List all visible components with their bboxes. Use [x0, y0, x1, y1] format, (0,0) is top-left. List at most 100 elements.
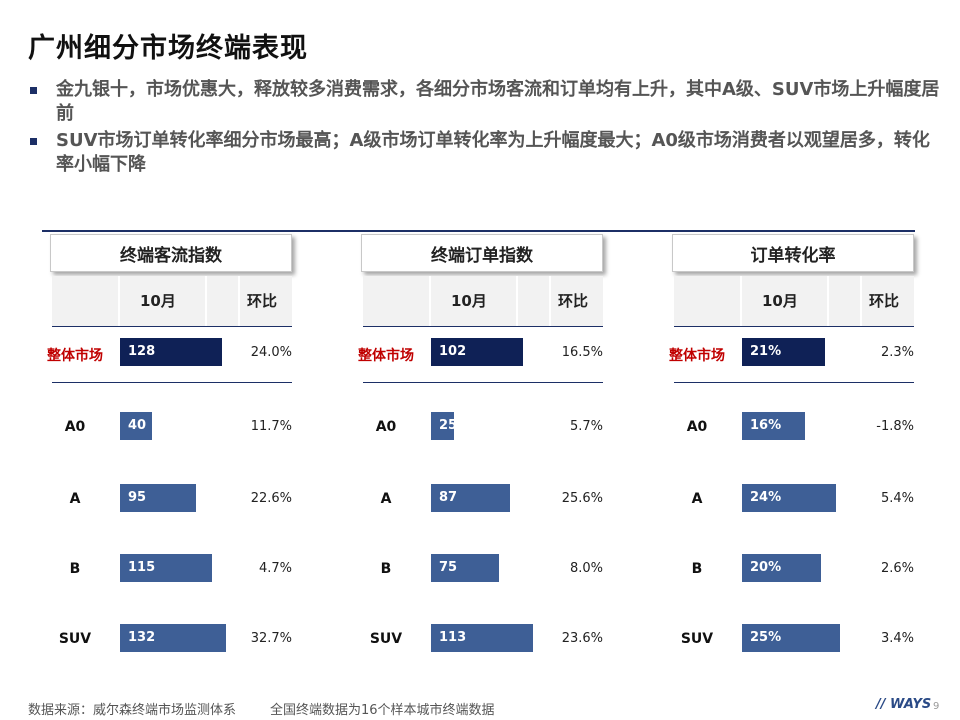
category-label: B	[380, 561, 392, 577]
table-header-band	[674, 276, 914, 326]
category-label: A0	[686, 419, 708, 435]
table-header-band	[363, 276, 603, 326]
mom-change: 32.7%	[250, 631, 292, 646]
data-label: 128	[128, 344, 156, 359]
table-header-band	[52, 276, 292, 326]
category-label: B	[691, 561, 703, 577]
data-label: 132	[128, 630, 156, 645]
sample-note: 全国终端数据为16个样本城市终端数据	[270, 703, 495, 718]
bar: 25%	[742, 624, 841, 652]
mom-change: 2.6%	[880, 561, 914, 576]
mom-change: 23.6%	[561, 631, 603, 646]
panel-title: 终端客流指数	[50, 234, 292, 272]
row-rule	[52, 382, 292, 383]
logo-text: WAYS	[890, 697, 932, 712]
header-gap	[860, 276, 862, 326]
header-mom: 环比	[247, 292, 278, 310]
bar: 16%	[742, 412, 805, 440]
bar: 102	[431, 338, 524, 366]
mom-change: 3.4%	[880, 631, 914, 646]
category-label: A	[69, 491, 81, 507]
header-gap	[205, 276, 207, 326]
data-label: 102	[439, 344, 467, 359]
category-label: 整体市场	[47, 348, 103, 364]
data-label: 24%	[750, 490, 782, 505]
category-label: B	[69, 561, 81, 577]
header-gap	[740, 276, 742, 326]
chart-panel-1: 终端客流指数 10月 环比整体市场 128 24.0% A0 40 11.7% A 95 22.6%…	[42, 232, 292, 662]
header-month: 10月	[451, 292, 487, 310]
data-label: 115	[128, 560, 156, 575]
panel-title: 订单转化率	[672, 234, 914, 272]
mom-change: 5.7%	[569, 419, 603, 434]
data-label: 87	[439, 490, 458, 505]
mom-change: 4.7%	[258, 561, 292, 576]
page-number: 9	[933, 701, 940, 712]
category-label: A	[380, 491, 392, 507]
header-rule	[363, 326, 603, 327]
category-label: 整体市场	[358, 348, 414, 364]
data-label: 25%	[750, 630, 782, 645]
mom-change: 24.0%	[250, 345, 292, 360]
data-label: 25	[439, 418, 454, 433]
data-label: 21%	[750, 344, 782, 359]
bar: 25	[431, 412, 454, 440]
data-label: 113	[439, 630, 467, 645]
mom-change: 25.6%	[561, 491, 603, 506]
bar: 40	[120, 412, 152, 440]
chart-panel-3: 订单转化率 10月 环比 整体市场 21% 2.3% A0 16% -1.8% A 24% 5.4% B…	[664, 232, 914, 662]
mom-change: 11.7%	[250, 419, 292, 434]
header-rule	[674, 326, 914, 327]
data-label: 75	[439, 560, 458, 575]
category-label: SUV	[58, 631, 92, 647]
bullet-item-2: SUV市场订单转化率细分市场最高；A级市场订单转化率为上升幅度最大；A0级市场消…	[30, 129, 945, 177]
bullet-item-1: 金九银十，市场优惠大，释放较多消费需求，各细分市场客流和订单均有上升，其中A级、…	[30, 78, 945, 126]
header-rule	[52, 326, 292, 327]
top-divider	[42, 230, 915, 232]
mom-change: 22.6%	[250, 491, 292, 506]
header-mom: 环比	[869, 292, 900, 310]
mom-change: 5.4%	[880, 491, 914, 506]
header-mom: 环比	[558, 292, 589, 310]
category-label: A0	[375, 419, 397, 435]
mom-change: 2.3%	[880, 345, 914, 360]
header-gap	[429, 276, 431, 326]
page-title: 广州细分市场终端表现	[28, 33, 308, 64]
ways-logo: // WAYS	[876, 697, 931, 712]
bullet-list: 金九银十，市场优惠大，释放较多消费需求，各细分市场客流和订单均有上升，其中A级、…	[30, 78, 945, 180]
bullet-text-1: 金九银十，市场优惠大，释放较多消费需求，各细分市场客流和订单均有上升，其中A级、…	[56, 79, 940, 124]
category-label: SUV	[680, 631, 714, 647]
bullet-square-icon	[30, 138, 37, 145]
data-label: 40	[128, 418, 147, 433]
row-rule	[363, 382, 603, 383]
mom-change: 8.0%	[569, 561, 603, 576]
bar: 87	[431, 484, 510, 512]
bullet-square-icon	[30, 87, 37, 94]
bar: 115	[120, 554, 212, 582]
source-note: 数据来源：威尔森终端市场监测体系	[28, 703, 237, 718]
header-gap	[827, 276, 829, 326]
bar: 24%	[742, 484, 837, 512]
data-label: 16%	[750, 418, 782, 433]
bar: 132	[120, 624, 226, 652]
mom-change: -1.8%	[876, 419, 914, 434]
data-label: 20%	[750, 560, 782, 575]
bullet-text-2: SUV市场订单转化率细分市场最高；A级市场订单转化率为上升幅度最大；A0级市场消…	[56, 130, 930, 175]
header-month: 10月	[140, 292, 176, 310]
bar: 128	[120, 338, 223, 366]
header-gap	[516, 276, 518, 326]
bar: 95	[120, 484, 196, 512]
data-label: 95	[128, 490, 147, 505]
logo-swoosh-icon: //	[876, 697, 886, 712]
panel-title: 终端订单指数	[361, 234, 603, 272]
mom-change: 16.5%	[561, 345, 603, 360]
header-gap	[549, 276, 551, 326]
category-label: A	[691, 491, 703, 507]
bar: 75	[431, 554, 499, 582]
category-label: SUV	[369, 631, 403, 647]
category-label: 整体市场	[669, 348, 725, 364]
chart-panel-2: 终端订单指数 10月 环比整体市场 102 16.5% A0 25 5.7% A 87 25.6% B…	[353, 232, 603, 662]
category-label: A0	[64, 419, 86, 435]
bar: 20%	[742, 554, 821, 582]
header-gap	[118, 276, 120, 326]
